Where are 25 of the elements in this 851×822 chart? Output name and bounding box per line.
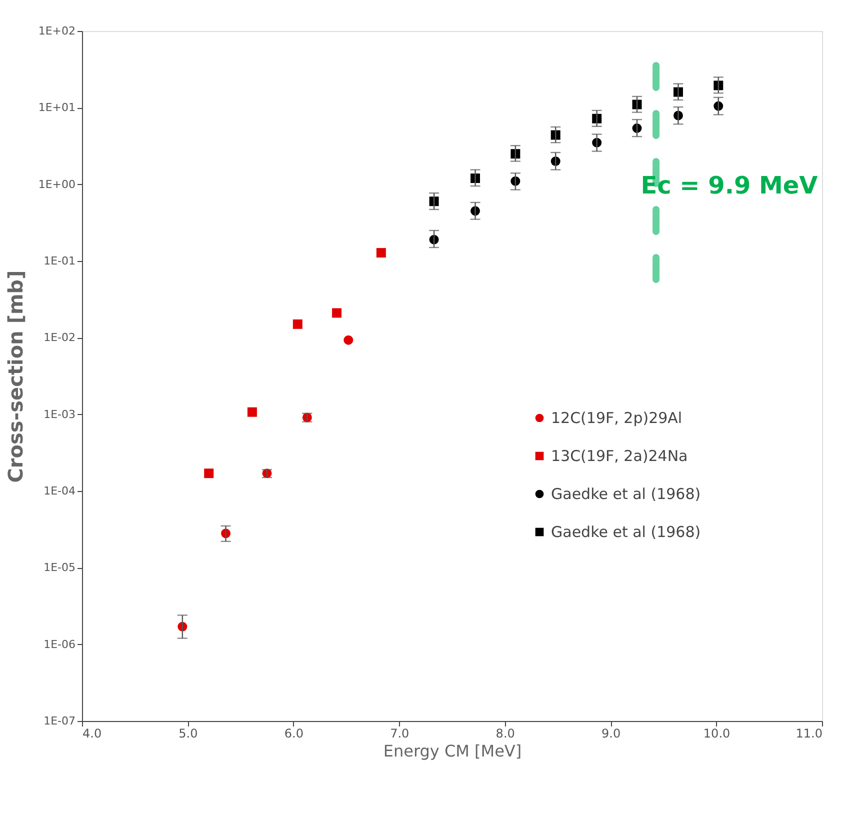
x-axis-title: Energy CM [MeV] — [383, 742, 522, 760]
y-tick-label: 1E-07 — [44, 714, 76, 728]
y-tick-label: 1E-04 — [44, 484, 76, 498]
annotation: Ec = 9.9 MeV — [640, 171, 818, 200]
legend-label: 12C(19F, 2p)29Al — [551, 409, 682, 427]
legend-label: Gaedke et al (1968) — [551, 485, 701, 503]
x-tick-label: 9.0 — [602, 726, 621, 740]
y-tick-label: 1E-06 — [44, 638, 76, 651]
x-tick-label: 11.0 — [796, 726, 822, 740]
legend-label: 13C(19F, 2a)24Na — [551, 447, 688, 465]
y-tick-label: 1E-05 — [44, 561, 76, 574]
legend-label: Gaedke et al (1968) — [551, 523, 701, 541]
y-tick-label: 1E+00 — [38, 178, 76, 191]
x-tick-label: 7.0 — [390, 726, 410, 740]
x-tick-label: 5.0 — [178, 726, 198, 740]
y-tick-label: 1E+02 — [38, 24, 76, 38]
x-tick-label: 8.0 — [496, 726, 515, 740]
x-tick-label: 10.0 — [703, 726, 730, 740]
y-tick-label: 1E-03 — [44, 408, 76, 421]
y-tick-label: 1E-02 — [44, 331, 76, 344]
y-tick-label: 1E-01 — [44, 254, 76, 268]
x-tick-label: 6.0 — [284, 726, 304, 740]
y-axis-title: Cross-section [mb] — [3, 270, 28, 483]
x-tick-label: 4.0 — [82, 726, 102, 740]
y-tick-label: 1E+01 — [38, 101, 76, 114]
